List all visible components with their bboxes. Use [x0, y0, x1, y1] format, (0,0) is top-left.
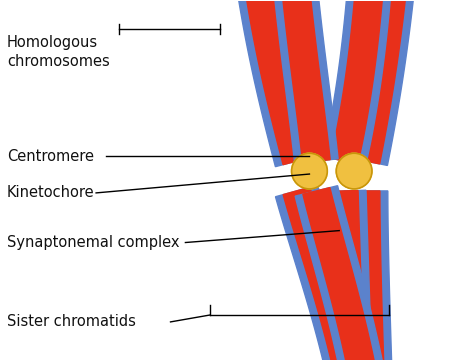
Polygon shape	[330, 191, 366, 361]
Text: Sister chromatids: Sister chromatids	[7, 314, 136, 329]
Polygon shape	[268, 0, 338, 164]
Polygon shape	[228, 0, 318, 167]
Polygon shape	[275, 185, 381, 361]
Polygon shape	[323, 0, 396, 166]
Circle shape	[336, 153, 372, 189]
Polygon shape	[295, 186, 393, 361]
Text: Homologous
chromosomes: Homologous chromosomes	[7, 35, 109, 69]
Polygon shape	[345, 0, 420, 165]
Text: Centromere: Centromere	[7, 149, 94, 164]
Polygon shape	[331, 0, 388, 164]
Text: Kinetochore: Kinetochore	[7, 186, 94, 200]
Polygon shape	[236, 0, 310, 165]
Polygon shape	[283, 187, 373, 361]
Polygon shape	[352, 0, 412, 164]
Text: Synaptonemal complex: Synaptonemal complex	[7, 235, 179, 250]
Polygon shape	[344, 191, 394, 361]
Polygon shape	[303, 188, 386, 361]
Circle shape	[292, 153, 328, 189]
Polygon shape	[352, 191, 386, 361]
Polygon shape	[322, 190, 374, 361]
Polygon shape	[276, 0, 330, 163]
